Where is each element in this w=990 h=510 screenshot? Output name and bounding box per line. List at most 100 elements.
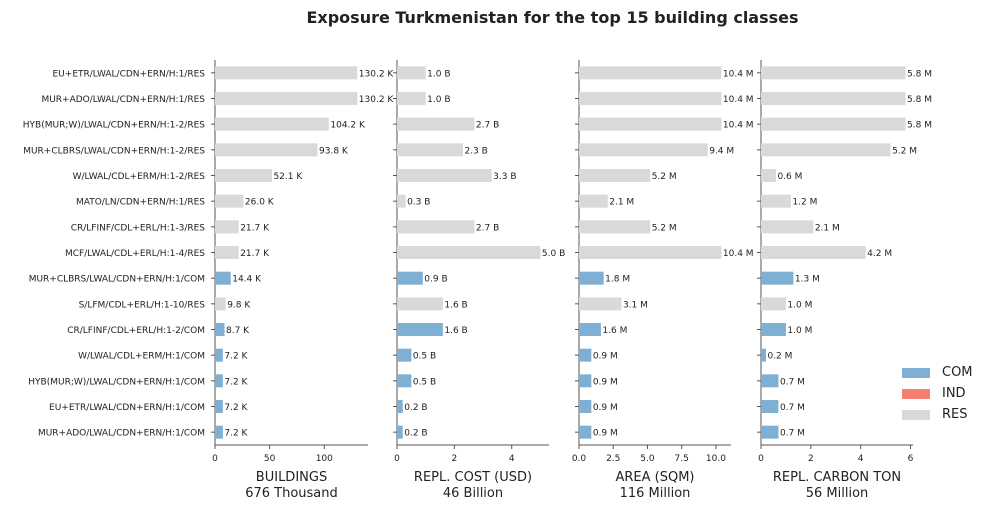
data-label: 93.8 K bbox=[319, 146, 349, 156]
data-label: 52.1 K bbox=[273, 172, 303, 182]
bar bbox=[215, 271, 231, 285]
bar bbox=[579, 425, 592, 439]
bar bbox=[215, 92, 358, 105]
bar bbox=[761, 117, 906, 131]
category-label: EU+ETR/LWAL/CDN+ERN/H:1/RES bbox=[53, 69, 206, 79]
bar bbox=[215, 400, 223, 413]
data-label: 1.0 M bbox=[787, 326, 812, 336]
bar bbox=[761, 194, 791, 208]
data-label: 5.2 M bbox=[892, 146, 917, 156]
data-label: 9.4 M bbox=[709, 146, 734, 156]
x-tick-label: 7.5 bbox=[675, 454, 689, 464]
x-tick-label: 5.0 bbox=[640, 454, 655, 464]
bar bbox=[761, 246, 866, 259]
data-label: 5.2 M bbox=[652, 172, 677, 182]
bar bbox=[579, 323, 601, 336]
category-label: HYB(MUR;W)/LWAL/CDN+ERN/H:1-2/RES bbox=[23, 121, 205, 131]
data-label: 1.6 B bbox=[444, 300, 467, 310]
bar bbox=[761, 348, 766, 362]
data-label: 0.5 B bbox=[413, 377, 436, 387]
category-label: MUR+CLBRS/LWAL/CDN+ERN/H:1/COM bbox=[29, 275, 205, 285]
x-tick-label: 6 bbox=[908, 454, 914, 464]
bar bbox=[579, 348, 592, 362]
legend-swatch-com bbox=[902, 367, 930, 378]
data-label: 14.4 K bbox=[232, 275, 262, 285]
x-tick-label: 0 bbox=[758, 454, 764, 464]
bar bbox=[761, 425, 779, 439]
x-tick-label: 100 bbox=[316, 454, 333, 464]
category-label: W/LWAL/CDL+ERM/H:1/COM bbox=[78, 352, 205, 362]
bar bbox=[579, 66, 722, 80]
data-label: 4.2 M bbox=[867, 249, 892, 259]
data-label: 0.9 B bbox=[424, 275, 447, 285]
x-tick-label: 4 bbox=[858, 454, 864, 464]
data-label: 0.5 B bbox=[413, 352, 436, 362]
bar bbox=[579, 194, 608, 208]
data-label: 7.2 K bbox=[224, 429, 248, 439]
category-label: EU+ETR/LWAL/CDN+ERN/H:1/COM bbox=[49, 403, 205, 413]
data-label: 7.2 K bbox=[224, 403, 248, 413]
bar bbox=[761, 374, 779, 388]
bar bbox=[761, 271, 794, 285]
category-label: MUR+ADO/LWAL/CDN+ERN/H:1/COM bbox=[38, 429, 205, 439]
data-label: 21.7 K bbox=[240, 249, 270, 259]
category-label: MUR+ADO/LWAL/CDN+ERN/H:1/RES bbox=[41, 95, 205, 105]
x-axis-total: 56 Million bbox=[806, 486, 869, 501]
bar bbox=[579, 297, 622, 311]
legend-swatch-res bbox=[902, 409, 930, 420]
data-label: 0.9 M bbox=[593, 403, 618, 413]
data-label: 2.1 M bbox=[609, 198, 634, 208]
bar bbox=[215, 143, 318, 157]
data-label: 7.2 K bbox=[224, 352, 248, 362]
data-label: 7.2 K bbox=[224, 377, 248, 387]
data-label: 2.7 B bbox=[476, 121, 499, 131]
data-label: 1.6 B bbox=[444, 326, 467, 336]
bar bbox=[579, 143, 708, 157]
data-label: 5.2 M bbox=[652, 223, 677, 233]
data-label: 10.4 M bbox=[723, 121, 754, 131]
data-label: 5.8 M bbox=[907, 121, 932, 131]
data-label: 10.4 M bbox=[723, 95, 754, 105]
data-label: 0.9 M bbox=[593, 429, 618, 439]
data-label: 0.2 B bbox=[404, 403, 427, 413]
bar bbox=[397, 169, 492, 182]
data-label: 1.0 B bbox=[427, 95, 450, 105]
data-label: 0.2 M bbox=[767, 352, 792, 362]
legend-item-res: RES bbox=[902, 404, 973, 425]
bar bbox=[579, 374, 592, 388]
bar bbox=[397, 143, 463, 157]
legend: COM IND RES bbox=[902, 362, 973, 425]
data-label: 1.3 M bbox=[795, 275, 820, 285]
x-axis-total: 46 Billion bbox=[443, 486, 503, 501]
bar bbox=[579, 220, 651, 234]
legend-item-ind: IND bbox=[902, 383, 973, 404]
data-label: 26.0 K bbox=[245, 198, 275, 208]
data-label: 1.2 M bbox=[792, 198, 817, 208]
category-label: CR/LFINF/CDL+ERL/H:1-2/COM bbox=[67, 326, 205, 336]
bar bbox=[215, 169, 272, 182]
category-label: MATO/LN/CDN+ERN/H:1/RES bbox=[76, 198, 205, 208]
x-axis-label: REPL. COST (USD) bbox=[414, 470, 532, 485]
data-label: 130.2 K bbox=[359, 95, 395, 105]
data-label: 3.3 B bbox=[493, 172, 516, 182]
bar bbox=[397, 66, 426, 80]
bar bbox=[397, 374, 412, 388]
data-label: 1.0 B bbox=[427, 69, 450, 79]
category-label: S/LFM/CDL+ERL/H:1-10/RES bbox=[79, 300, 206, 310]
bar bbox=[215, 220, 239, 234]
bar bbox=[397, 400, 403, 413]
bar bbox=[397, 92, 426, 105]
legend-label-res: RES bbox=[942, 407, 968, 422]
data-label: 0.9 M bbox=[593, 352, 618, 362]
x-tick-label: 10.0 bbox=[706, 454, 726, 464]
x-axis-total: 676 Thousand bbox=[245, 486, 338, 501]
data-label: 21.7 K bbox=[240, 223, 270, 233]
bar bbox=[397, 194, 406, 208]
data-label: 3.1 M bbox=[623, 300, 648, 310]
bar bbox=[215, 66, 358, 80]
legend-swatch-ind bbox=[902, 388, 930, 399]
x-axis-label: BUILDINGS bbox=[256, 470, 327, 485]
bar bbox=[579, 271, 604, 285]
x-tick-label: 2.5 bbox=[606, 454, 620, 464]
bar bbox=[215, 194, 244, 208]
